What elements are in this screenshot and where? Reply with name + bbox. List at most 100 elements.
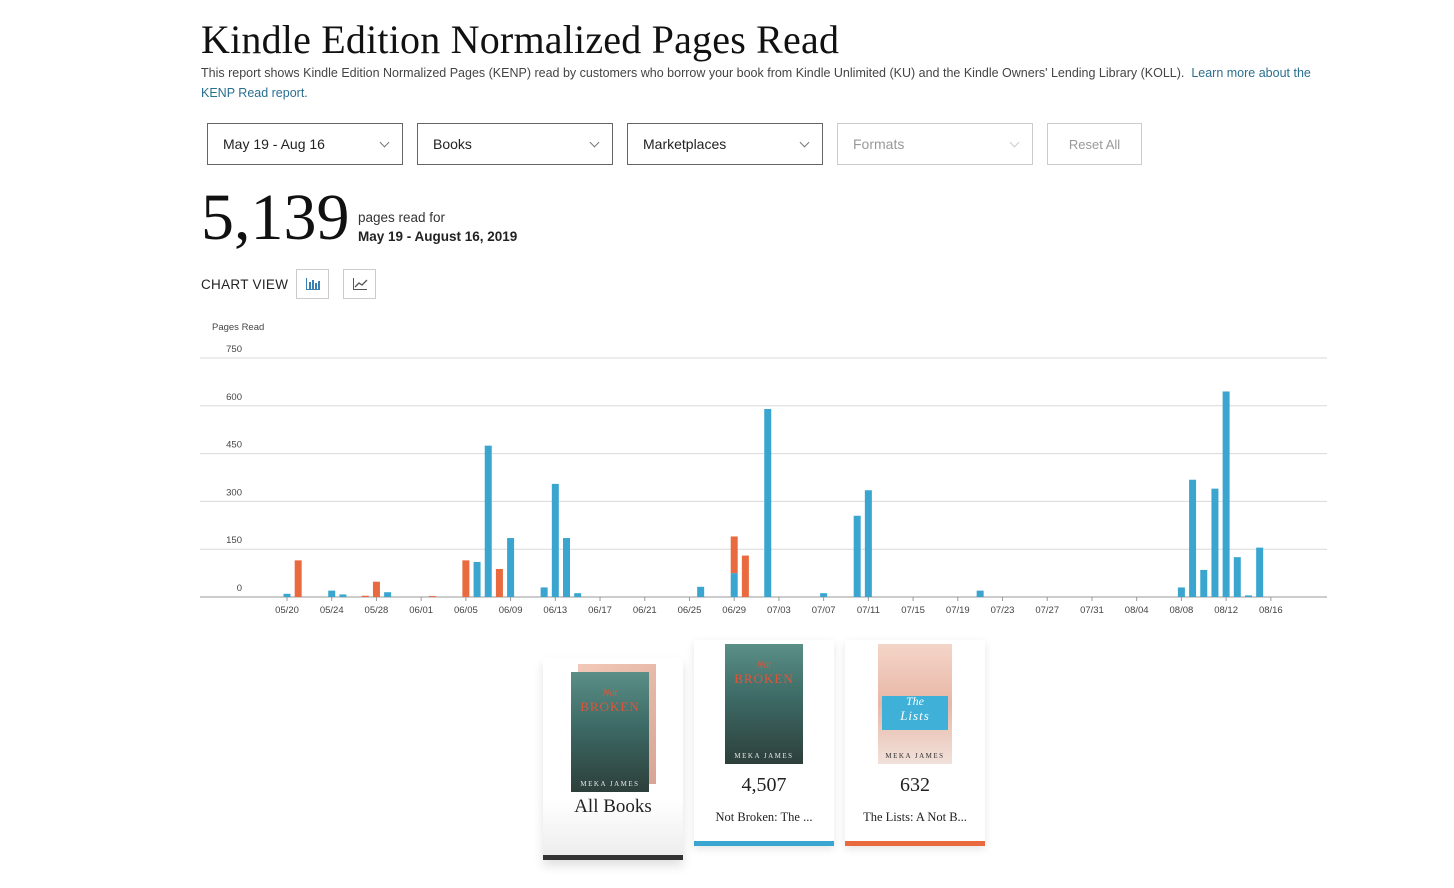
book-card-name: Not Broken: The ... (715, 810, 813, 824)
x-tick-label: 06/29 (722, 605, 746, 616)
marketplaces-value: Marketplaces (643, 136, 727, 152)
book-cover: The Lists MEKA JAMES (878, 644, 952, 764)
chart-bar (563, 538, 570, 597)
chart-bar (1189, 479, 1197, 597)
chart-bar (741, 555, 749, 597)
chart-bar (473, 561, 481, 597)
cover-title-1: The (906, 694, 924, 708)
report-description: This report shows Kindle Edition Normali… (201, 63, 1321, 103)
x-tick-label: 08/08 (1170, 605, 1194, 616)
book-cover: Not BROKEN MEKA JAMES (725, 644, 803, 764)
cover-banner (882, 696, 948, 730)
chart-view-label: CHART VIEW (201, 277, 289, 292)
books-dropdown[interactable]: Books (417, 123, 613, 165)
cover-title-1: Not (756, 660, 772, 671)
x-tick-label: 07/31 (1080, 605, 1104, 616)
marketplaces-dropdown[interactable]: Marketplaces (627, 123, 823, 165)
y-axis-label: Pages Read (212, 322, 264, 333)
line-chart-view-button[interactable] (343, 269, 376, 299)
x-tick-label: 06/17 (588, 605, 612, 616)
chart-bar (1244, 595, 1252, 597)
y-tick-label: 300 (226, 487, 242, 498)
cover-title-2: BROKEN (734, 671, 794, 686)
book-card-the-lists[interactable]: The Lists MEKA JAMES 632 The Lists: A No… (845, 640, 985, 846)
bar-chart-view-button[interactable] (296, 269, 329, 299)
x-tick-label: 06/01 (409, 605, 433, 616)
chart-bar (976, 590, 984, 597)
line-chart-icon (352, 278, 367, 290)
chart-bar (294, 560, 302, 597)
x-tick-label: 06/25 (678, 605, 702, 616)
chart-bar (283, 593, 291, 597)
book-card-count: 4,507 (741, 774, 787, 796)
x-tick-label: 05/28 (365, 605, 389, 616)
chart-bar (1211, 488, 1219, 597)
description-text: This report shows Kindle Edition Normali… (201, 66, 1185, 80)
chart-bar (428, 596, 436, 598)
x-tick-label: 07/19 (946, 605, 970, 616)
chart-bar (361, 595, 369, 597)
x-tick-label: 08/04 (1125, 605, 1149, 616)
book-card-name: The Lists: A Not B... (863, 810, 967, 824)
chart-bar (384, 592, 392, 597)
book-card-count: 632 (900, 774, 930, 796)
chart-bar (495, 568, 503, 597)
x-tick-label: 07/27 (1035, 605, 1059, 616)
chart-bar (820, 593, 828, 597)
x-tick-label: 06/09 (499, 605, 523, 616)
chart-bar (574, 593, 582, 597)
chart-bar (507, 538, 515, 597)
x-tick-label: 05/24 (320, 605, 344, 616)
formats-value: Formats (853, 136, 905, 152)
cover-title-2: BROKEN (580, 699, 640, 714)
chart-bar (372, 581, 380, 597)
date-range-dropdown[interactable]: May 19 - Aug 16 (207, 123, 403, 165)
book-card-all[interactable]: Not BROKEN MEKA JAMES All Books (543, 658, 683, 860)
y-tick-label: 750 (226, 344, 242, 355)
x-tick-label: 08/16 (1259, 605, 1283, 616)
chart-bar (864, 490, 872, 597)
chart-bar (551, 483, 559, 597)
total-pages-read: 5,139 (201, 181, 350, 254)
chart-bar (697, 586, 705, 597)
series-color-bar (694, 841, 834, 846)
date-period: May 19 - August 16, 2019 (358, 229, 518, 244)
y-tick-label: 150 (226, 535, 242, 546)
y-tick-label: 0 (237, 583, 242, 594)
cover-author: MEKA JAMES (734, 752, 794, 760)
x-tick-label: 07/23 (991, 605, 1015, 616)
x-tick-label: 06/13 (543, 605, 567, 616)
x-tick-label: 06/05 (454, 605, 478, 616)
x-tick-label: 06/21 (633, 605, 657, 616)
learn-more-link[interactable]: Learn more about the KENP Read report. (201, 66, 1311, 100)
series-color-bar (845, 841, 985, 846)
book-cover: Not BROKEN MEKA JAMES (571, 672, 649, 792)
chart-bar (484, 445, 492, 597)
x-tick-label: 07/11 (857, 605, 880, 616)
y-tick-label: 600 (226, 392, 242, 403)
chart-bar (1256, 547, 1264, 597)
x-tick-label: 07/03 (767, 605, 791, 616)
chevron-down-icon (799, 137, 810, 147)
formats-dropdown[interactable]: Formats (837, 123, 1033, 165)
chevron-down-icon (1009, 137, 1020, 147)
books-value: Books (433, 136, 472, 152)
x-tick-label: 08/12 (1214, 605, 1238, 616)
chart-bar (730, 536, 738, 574)
cover-author: MEKA JAMES (885, 752, 945, 760)
bar-chart-icon (305, 278, 320, 290)
cover-title-2: Lists (900, 708, 930, 723)
filter-bar: May 19 - Aug 16 Books Marketplaces Forma… (207, 123, 1142, 165)
x-tick-label: 05/20 (275, 605, 299, 616)
chart-bar (540, 587, 548, 597)
chart-bar (853, 515, 861, 597)
y-tick-label: 450 (226, 440, 242, 451)
book-card-not-broken[interactable]: Not BROKEN MEKA JAMES 4,507 Not Broken: … (694, 640, 834, 846)
page-title: Kindle Edition Normalized Pages Read (201, 17, 840, 62)
chevron-down-icon (379, 137, 390, 147)
cover-author: MEKA JAMES (580, 780, 640, 788)
chart-bar (328, 590, 336, 597)
reset-all-button[interactable]: Reset All (1047, 123, 1142, 165)
chart-bar (1233, 557, 1241, 597)
date-range-value: May 19 - Aug 16 (223, 136, 325, 152)
